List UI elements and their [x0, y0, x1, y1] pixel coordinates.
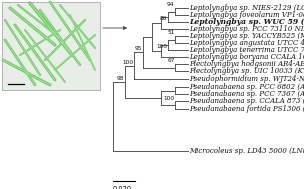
Text: Microcoleus sp. LD43 5000 (LN849935): Microcoleus sp. LD43 5000 (LN849935) [189, 147, 304, 155]
Text: 67: 67 [167, 59, 174, 64]
Text: Pseudanabaena sp. CCALA 873 (LT600730): Pseudanabaena sp. CCALA 873 (LT600730) [189, 97, 304, 105]
Text: Pseudanabaena sp. PCC 7367 (AB039018): Pseudanabaena sp. PCC 7367 (AB039018) [189, 90, 304, 98]
Text: Leptolyngbya boryana CCALA 1076 (LT600738): Leptolyngbya boryana CCALA 1076 (LT60073… [189, 53, 304, 61]
Text: Pseudophormidium sp. WJT24-NPBG17 (KJ939049): Pseudophormidium sp. WJT24-NPBG17 (KJ939… [189, 75, 304, 83]
Bar [2, 2, 100, 90]
Text: Leptolyngbya sp. YACCYB525 (MH683778): Leptolyngbya sp. YACCYB525 (MH683778) [189, 32, 304, 40]
Text: 95: 95 [135, 46, 143, 51]
Text: Pseudanabaena fortida PS1306 (LC016779): Pseudanabaena fortida PS1306 (LC016779) [189, 105, 304, 113]
Text: Leptolyngbya angustata UTCC 473 (AF218372): Leptolyngbya angustata UTCC 473 (AF21837… [189, 39, 304, 47]
Text: 100: 100 [156, 44, 168, 49]
Text: 0.020: 0.020 [113, 186, 132, 189]
Text: Pseudanabaena sp. PCC 6802 (AB039016): Pseudanabaena sp. PCC 6802 (AB039016) [189, 83, 304, 91]
Text: Leptolyngbya sp. WUC 59 (MT231937): Leptolyngbya sp. WUC 59 (MT231937) [189, 18, 304, 26]
Text: 94: 94 [167, 2, 174, 8]
Text: Leptolyngbya sp. PCC 73110 NIES-3276 (LC485949): Leptolyngbya sp. PCC 73110 NIES-3276 (LC… [189, 25, 304, 33]
Text: Leptolyngbya sp. NIES-2129 (LC228975): Leptolyngbya sp. NIES-2129 (LC228975) [189, 4, 304, 12]
Text: Plectolyngbya hodgsonii AR4-AB-1B (MH742930): Plectolyngbya hodgsonii AR4-AB-1B (MH742… [189, 60, 304, 68]
Text: Leptolyngbya foveolarum VP1-08 (FR798945): Leptolyngbya foveolarum VP1-08 (FR798945… [189, 11, 304, 19]
Text: 100: 100 [163, 95, 174, 101]
Text: 98: 98 [117, 76, 125, 81]
Text: 86: 86 [160, 16, 168, 21]
Text: Leptolyngbya tenerrima UTCC 77 (EF429288): Leptolyngbya tenerrima UTCC 77 (EF429288… [189, 46, 304, 54]
Text: Plectolyngbya sp. UIC 10033 (KT899565): Plectolyngbya sp. UIC 10033 (KT899565) [189, 67, 304, 75]
Text: 51: 51 [167, 30, 174, 36]
Text: 100: 100 [123, 60, 133, 65]
